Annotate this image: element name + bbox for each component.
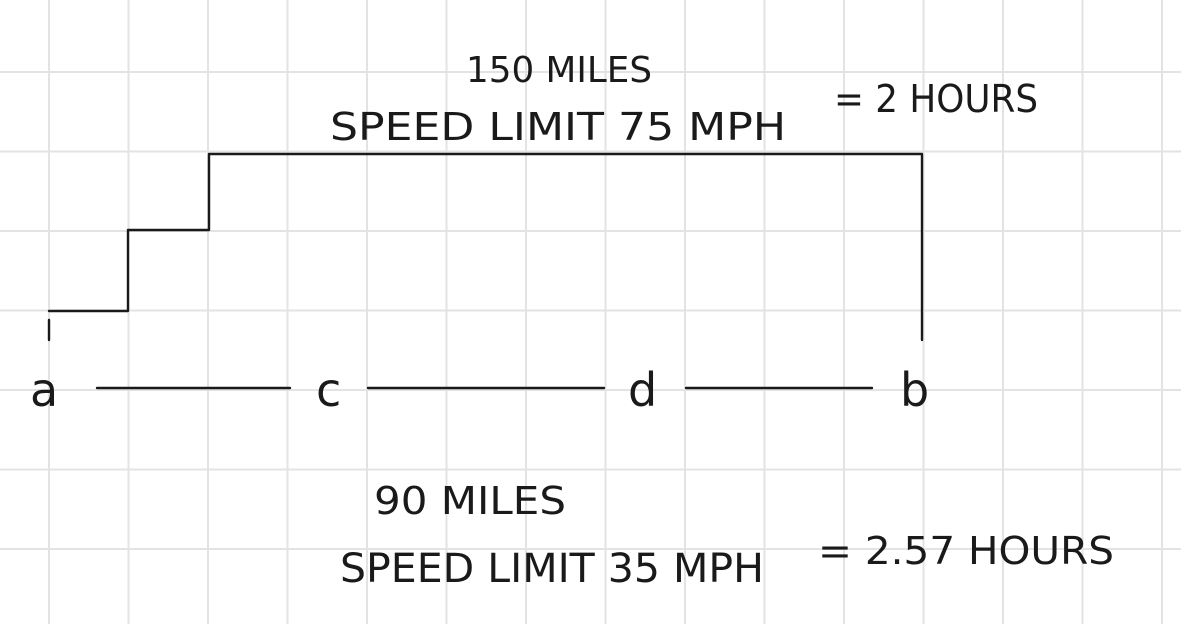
node-b-label: b: [900, 363, 929, 417]
lower-route-distance: 90 MILES: [374, 479, 566, 523]
lower-route-speed-limit: SPEED LIMIT 35 MPH: [340, 546, 764, 592]
upper-route-distance: 150 MILES: [466, 50, 652, 91]
upper-route-staircase: [47, 152, 924, 342]
node-d-label: d: [628, 363, 657, 417]
node-c-label: c: [316, 363, 341, 417]
upper-route-result: = 2 HOURS: [834, 77, 1038, 121]
lower-route-result: = 2.57 HOURS: [818, 529, 1114, 573]
node-a-label: a: [30, 363, 58, 417]
upper-route-speed-limit: SPEED LIMIT 75 MPH: [330, 105, 786, 149]
